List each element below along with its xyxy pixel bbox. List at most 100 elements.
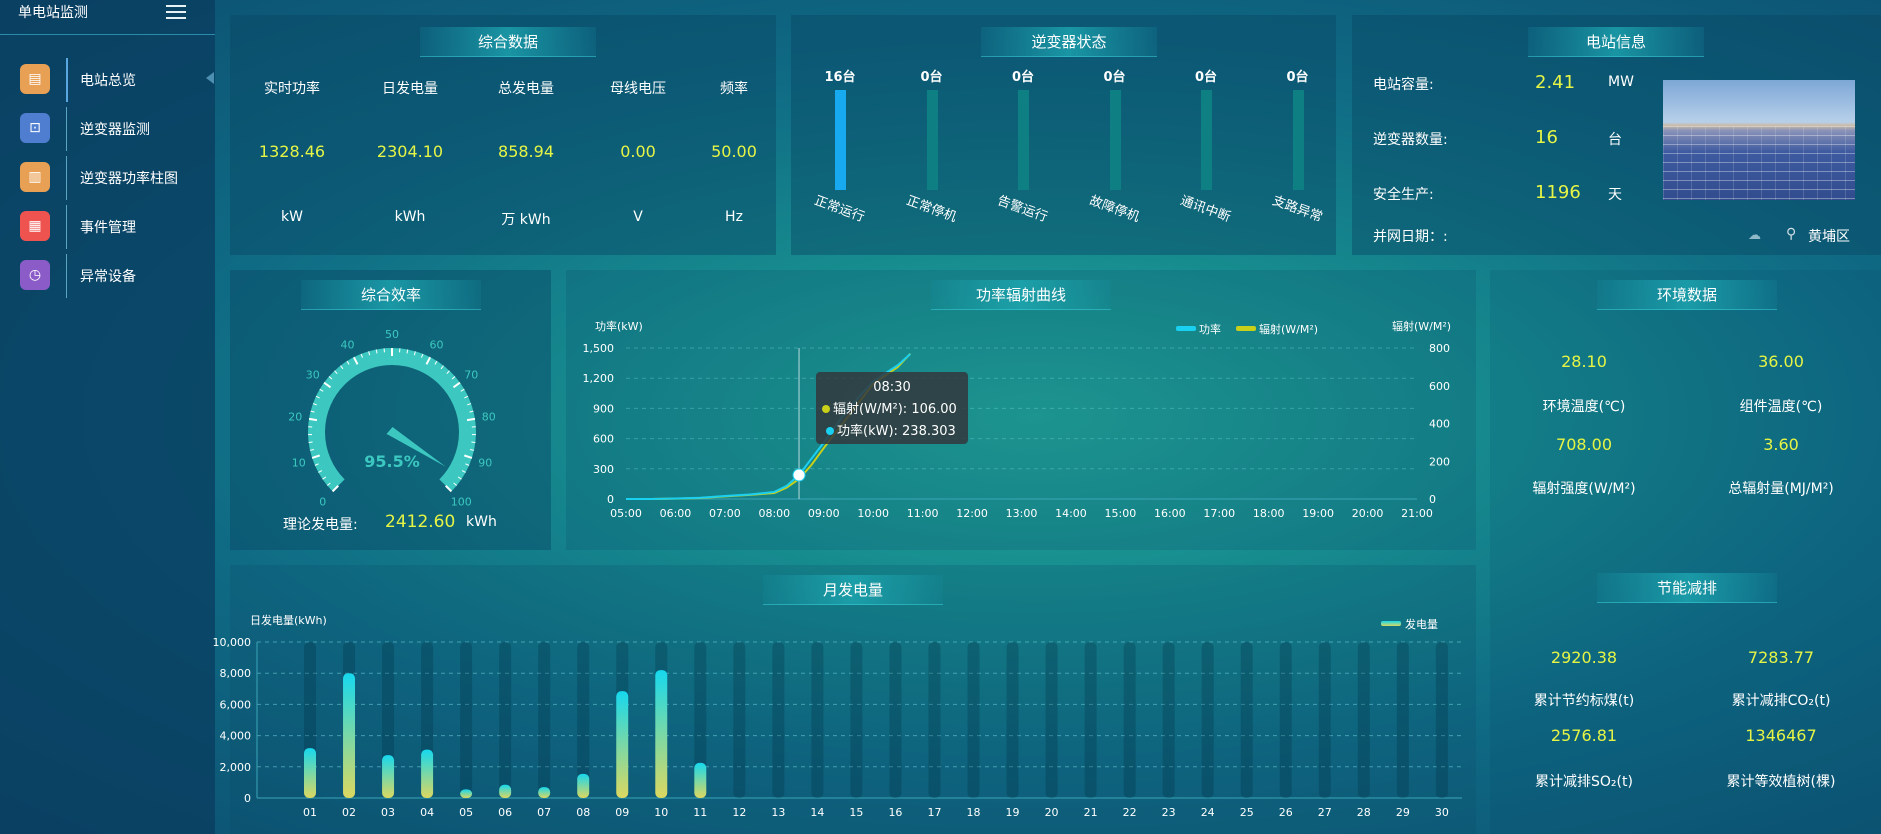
bar <box>499 784 512 798</box>
gauge-tick <box>375 349 378 354</box>
efficiency-panel: 综合效率 <box>230 270 551 550</box>
y-tick-right: 400 <box>1429 418 1450 431</box>
bar <box>343 673 356 798</box>
menu-toggle-icon[interactable] <box>166 2 186 19</box>
gauge-tick <box>326 482 331 486</box>
legend-swatch <box>1176 326 1196 331</box>
legend-label: 辐射(W/M²) <box>1259 322 1318 336</box>
sidebar-item-2[interactable]: ▥ 逆变器功率柱图 <box>0 156 215 204</box>
panel-title: 综合效率 <box>301 280 481 310</box>
x-tick: 16 <box>888 806 902 819</box>
gauge-tick <box>446 370 450 375</box>
bar <box>577 773 590 798</box>
x-tick: 17 <box>927 806 941 819</box>
sidebar-item-1[interactable]: ⊡ 逆变器监测 <box>0 107 215 155</box>
legend-label: 发电量 <box>1405 617 1438 631</box>
bar-background <box>1201 642 1214 798</box>
active-indicator-icon <box>206 72 214 84</box>
emission-label: 累计减排CO₂(t) <box>1731 693 1831 709</box>
x-tick: 23 <box>1162 806 1176 819</box>
sidebar-item-0[interactable]: ▤ 电站总览 <box>0 58 215 106</box>
y-tick-left: 0 <box>607 493 614 506</box>
x-tick: 08:00 <box>758 507 790 520</box>
y-axis-right-label: 辐射(W/M²) <box>1392 319 1451 333</box>
x-tick: 04 <box>420 806 434 819</box>
bar <box>304 748 316 798</box>
x-tick: 08 <box>576 806 590 819</box>
gauge-tick <box>312 403 317 406</box>
bar-background <box>694 642 707 798</box>
x-tick: 21 <box>1084 806 1098 819</box>
bar-background <box>928 642 941 798</box>
gauge-tick-label: 0 <box>319 495 326 508</box>
metric-value: 1328.46 <box>258 142 326 161</box>
status-count: 0台 <box>1103 70 1126 85</box>
sidebar-item-label: 异常设备 <box>80 269 136 285</box>
bar-background <box>1045 642 1058 798</box>
x-tick: 19:00 <box>1302 507 1334 520</box>
bar-background <box>811 642 824 798</box>
y-tick: 8,000 <box>220 667 252 680</box>
status-count: 16台 <box>824 70 856 85</box>
x-tick: 26 <box>1279 806 1293 819</box>
gauge-tick <box>469 448 475 451</box>
bar-background <box>1279 642 1292 798</box>
bar <box>460 789 473 798</box>
info-unit: MW <box>1608 74 1634 90</box>
x-tick: 30 <box>1435 806 1449 819</box>
gauge-tick <box>315 395 320 399</box>
monthly-panel: 月发电量 <box>230 565 1476 834</box>
metric-value: 0.00 <box>620 142 656 161</box>
gauge-tick <box>460 388 465 392</box>
panel-title: 综合数据 <box>420 27 596 57</box>
panel-title: 功率辐射曲线 <box>931 280 1111 310</box>
x-tick: 28 <box>1357 806 1371 819</box>
gauge-tick <box>314 463 319 466</box>
status-count: 0台 <box>920 70 943 85</box>
metric-label: 母线电压 <box>610 81 666 97</box>
x-tick: 13 <box>771 806 785 819</box>
power-radiation-panel: 功率辐射曲线 <box>566 270 1476 550</box>
gauge-tick <box>360 353 364 358</box>
gauge-tick <box>310 410 315 413</box>
y-tick: 2,000 <box>220 761 252 774</box>
gauge-tick <box>308 417 318 422</box>
metric-unit: V <box>633 209 643 225</box>
x-tick: 14:00 <box>1055 507 1087 520</box>
cloud-icon[interactable]: ☁ <box>1748 228 1761 243</box>
location-pin-icon: ⚲ <box>1786 226 1797 242</box>
sidebar-item-3[interactable]: ▦ 事件管理 <box>0 205 215 253</box>
gauge-tick <box>465 463 470 466</box>
theory-unit: kWh <box>466 514 497 530</box>
x-tick: 21:00 <box>1401 507 1433 520</box>
gauge-tick-label: 50 <box>385 328 399 341</box>
emission-value: 7283.77 <box>1747 648 1815 667</box>
bar-background <box>1006 642 1019 798</box>
gauge-tick <box>467 403 472 406</box>
gauge-tick <box>452 381 461 389</box>
metric-label: 日发电量 <box>382 81 438 97</box>
gauge-tick-label: 30 <box>306 368 320 381</box>
metric-unit: kW <box>281 209 303 225</box>
bar-background <box>499 642 512 798</box>
summary-panel: 综合数据 <box>230 15 776 255</box>
status-bar <box>1201 90 1212 190</box>
gauge-tick <box>466 417 476 422</box>
bar-background <box>1123 642 1136 798</box>
env-value: 708.00 <box>1556 435 1612 454</box>
gauge-tick <box>309 448 315 451</box>
gauge-tick <box>440 365 444 370</box>
gauge-tick <box>420 353 424 358</box>
bar-background <box>1084 642 1097 798</box>
gauge-tick <box>463 454 473 459</box>
panel-title: 节能减排 <box>1597 573 1777 603</box>
y-axis-left-label: 功率(kW) <box>595 319 643 333</box>
x-tick: 22 <box>1123 806 1137 819</box>
bar-background <box>577 642 590 798</box>
gauge-tick <box>453 482 458 486</box>
y-tick-right: 600 <box>1429 380 1450 393</box>
sidebar-item-4[interactable]: ◷ 异常设备 <box>0 254 215 302</box>
y-tick: 10,000 <box>213 636 252 649</box>
y-tick-left: 300 <box>593 463 614 476</box>
